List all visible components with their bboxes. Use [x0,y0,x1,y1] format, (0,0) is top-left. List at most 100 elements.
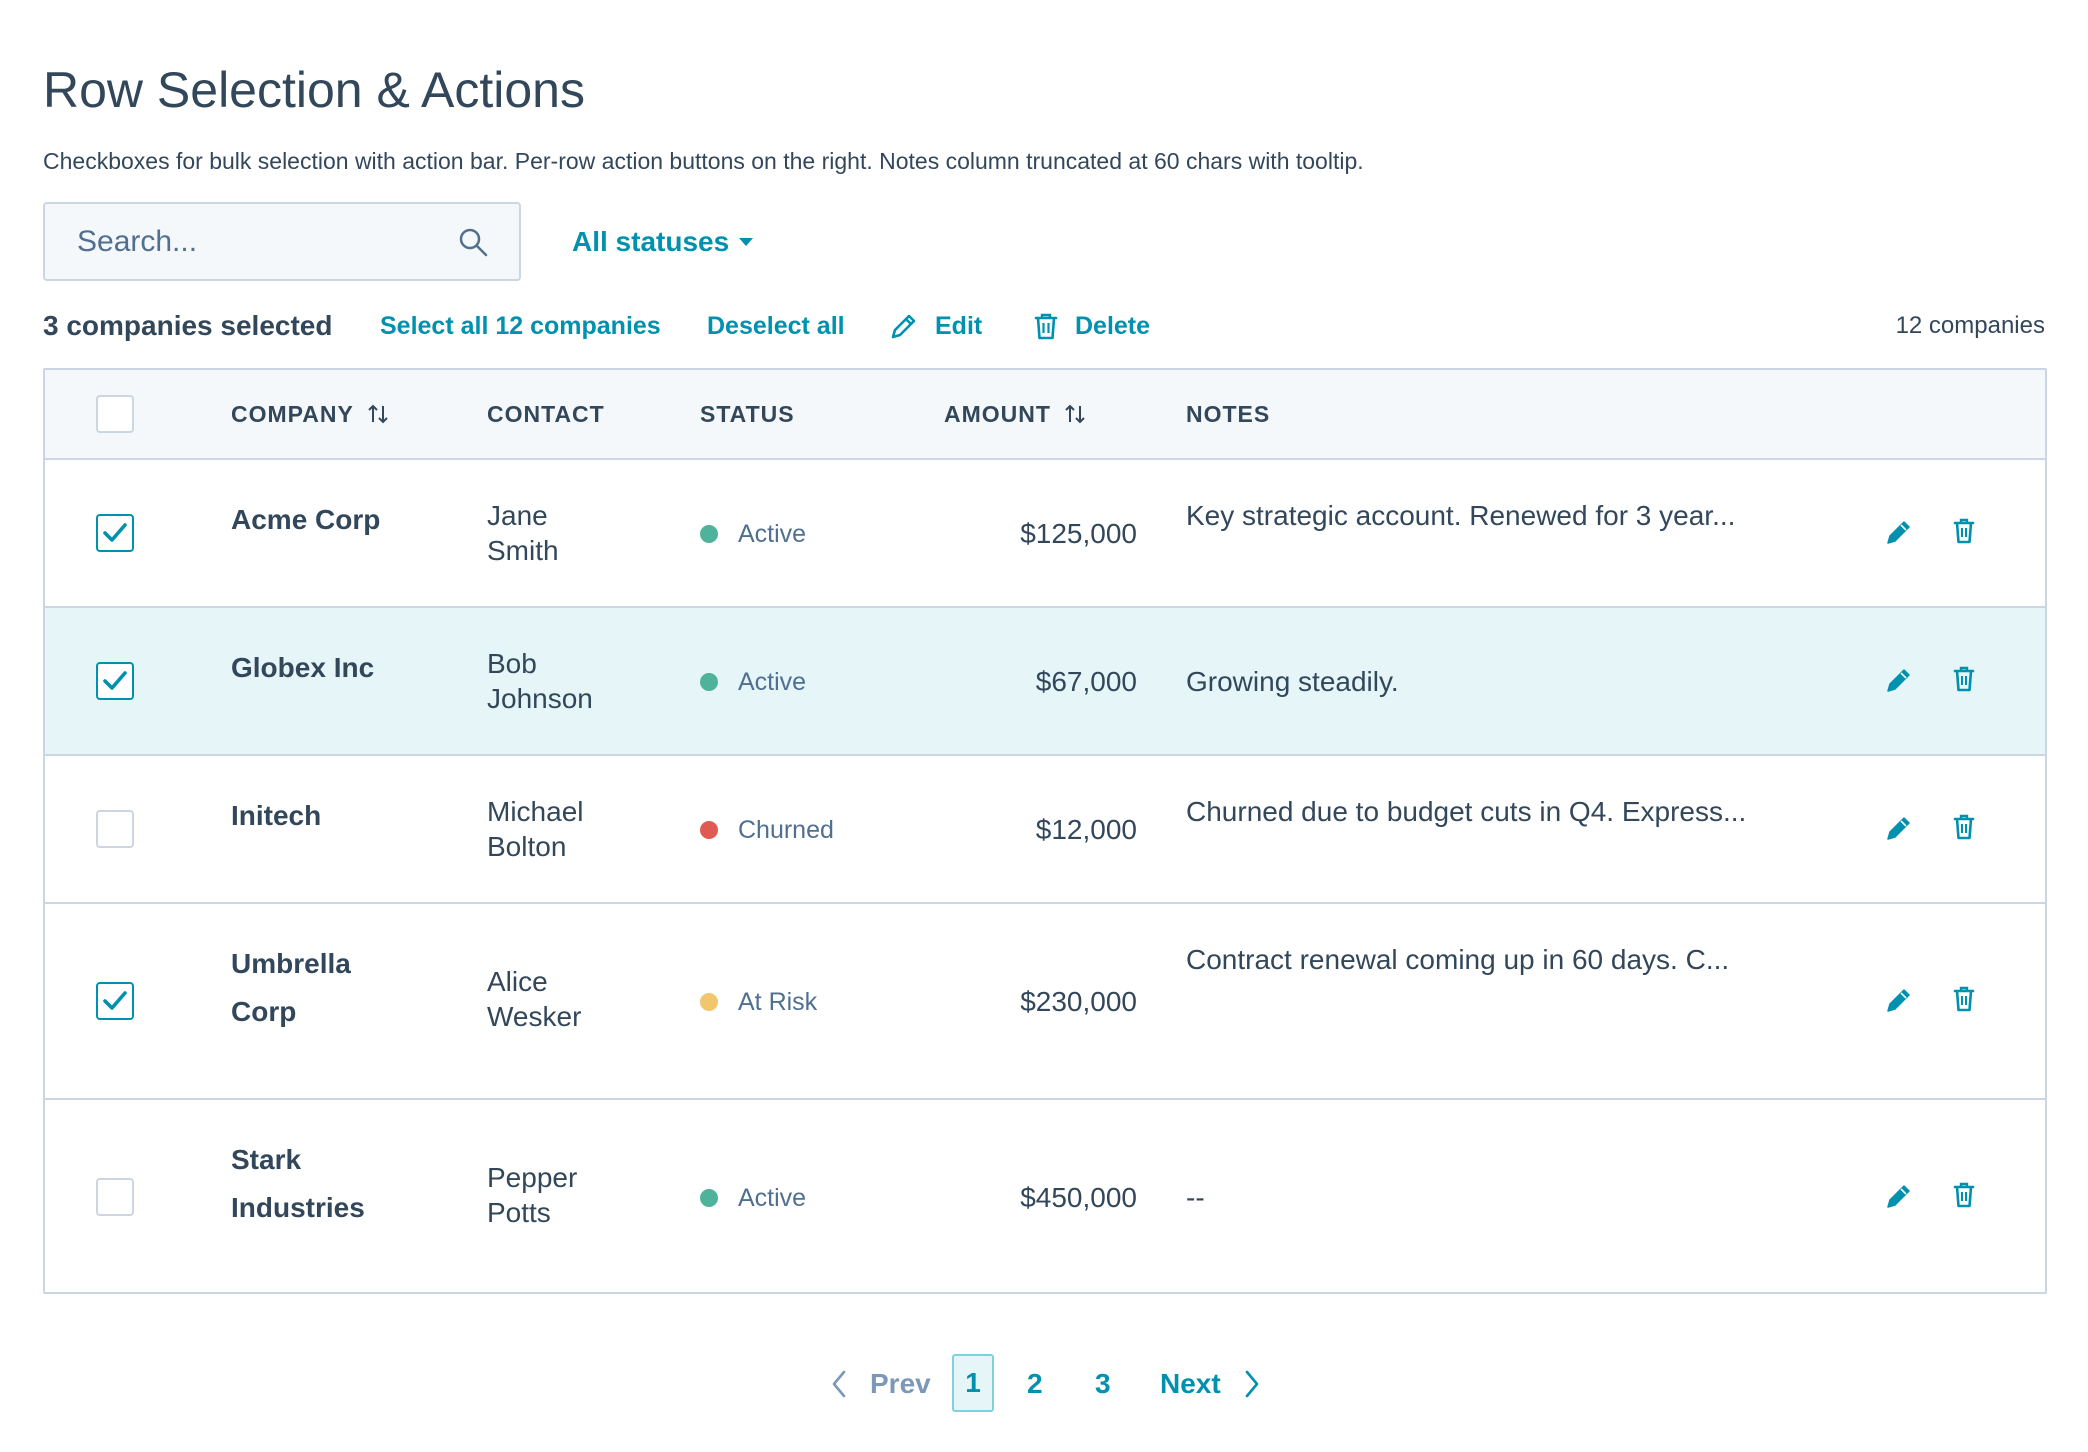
contact-name-line: Johnson [487,683,593,714]
amount-value: $67,000 [1035,666,1137,697]
company-name-line: Industries [231,1192,365,1223]
pencil-icon [1887,521,1910,544]
status-dot [700,993,718,1011]
contact-name-line: Potts [487,1197,551,1228]
page-button-2[interactable]: 2 [1027,1368,1043,1399]
bulk-delete-label: Delete [1075,312,1151,340]
row-delete-button[interactable] [1951,812,1983,844]
notes-text[interactable]: Churned due to budget cuts in Q4. Expres… [1186,796,1747,827]
column-header-amount-label: AMOUNT [944,401,1051,427]
contact-name-line: Alice [487,966,548,997]
row-edit-button[interactable] [1883,516,1915,548]
table-row: Initech Michael Bolton Churned $12,000 C… [45,756,2045,904]
contact-name: Bob Johnson [487,646,593,716]
select-all-button[interactable]: Select all 12 companies [380,312,661,340]
page-button-1[interactable]: 1 [952,1354,994,1412]
prev-page-button[interactable]: Prev [830,1354,931,1414]
company-name-line: Stark [231,1144,302,1175]
company-name: Stark Industries [231,1136,365,1232]
row-edit-button[interactable] [1883,664,1915,696]
company-name-line: Acme Corp [231,504,381,535]
notes-text[interactable]: Key strategic account. Renewed for 3 yea… [1186,500,1736,531]
status-badge: Active [700,1180,806,1216]
deselect-all-button[interactable]: Deselect all [707,312,845,340]
check-icon [103,991,127,1010]
contact-name-line: Pepper [487,1162,578,1193]
pencil-icon [1887,1185,1910,1208]
search-input[interactable] [45,204,445,279]
column-header-contact: CONTACT [487,401,605,427]
trash-icon [1953,1182,1975,1208]
column-header-company[interactable]: COMPANY [231,370,390,458]
column-header-status: STATUS [700,401,795,427]
row-delete-button[interactable] [1951,1180,1983,1212]
row-delete-button[interactable] [1951,984,1983,1016]
status-label: Active [738,668,807,696]
status-dot [700,525,718,543]
row-edit-button[interactable] [1883,812,1915,844]
chevron-left-icon [832,1370,846,1398]
contact-name: Jane Smith [487,498,559,568]
company-name-line: Corp [231,996,297,1027]
sort-arrows-icon [368,404,388,424]
status-badge: Active [700,664,806,700]
trash-icon [1034,313,1058,340]
column-header-amount[interactable]: AMOUNT [944,370,1087,458]
trash-icon [1953,666,1975,692]
amount-value: $125,000 [1020,518,1137,549]
contact-name-line: Jane [487,500,548,531]
bulk-edit-button[interactable]: Edit [889,306,982,346]
row-delete-button[interactable] [1951,664,1983,696]
amount-value: $450,000 [1020,1182,1137,1213]
pencil-icon [1887,669,1910,692]
caret-down-icon [739,238,754,246]
pencil-icon [891,314,916,339]
table-row: Globex Inc Bob Johnson Active $67,000 Gr… [45,608,2045,756]
row-delete-button[interactable] [1951,516,1983,548]
status-dot [700,821,718,839]
chevron-right-icon [1245,1370,1259,1398]
status-filter-dropdown[interactable]: All statuses [572,222,754,262]
companies-table: COMPANY CONTACT STATUS AMOUNT NOTES [43,368,2047,1294]
next-page-button[interactable]: Next [1142,1354,1261,1414]
trash-icon [1953,518,1975,544]
sort-arrows-icon [1065,404,1085,424]
trash-icon [1953,986,1975,1012]
row-checkbox[interactable] [96,662,134,700]
trash-icon [1953,814,1975,840]
row-edit-button[interactable] [1883,1180,1915,1212]
contact-name-line: Bob [487,648,537,679]
search-box [43,202,521,281]
page-title: Row Selection & Actions [43,62,585,118]
page-subtitle: Checkboxes for bulk selection with actio… [43,148,1364,174]
pencil-icon [1887,817,1910,840]
page-button-3[interactable]: 3 [1095,1368,1111,1399]
status-label: At Risk [738,988,818,1016]
company-name: Initech [231,792,321,840]
status-filter-label: All statuses [572,226,730,257]
row-checkbox[interactable] [96,982,134,1020]
notes-text[interactable]: Growing steadily. [1186,666,1399,697]
row-edit-button[interactable] [1883,984,1915,1016]
company-name: Umbrella Corp [231,940,351,1036]
row-checkbox[interactable] [96,810,134,848]
pagination: Prev 1 2 3 Next [820,1354,1280,1414]
company-name: Globex Inc [231,644,374,692]
row-checkbox[interactable] [96,514,134,552]
select-all-checkbox[interactable] [96,395,134,433]
notes-text[interactable]: Contract renewal coming up in 60 days. C… [1186,944,1730,975]
selection-count: 3 companies selected [43,310,333,341]
amount-value: $12,000 [1035,814,1137,845]
row-checkbox[interactable] [96,1178,134,1216]
contact-name-line: Bolton [487,831,567,862]
search-icon[interactable] [457,226,489,258]
company-name: Acme Corp [231,496,380,544]
status-badge: Active [700,516,806,552]
bulk-delete-button[interactable]: Delete [1033,306,1150,346]
total-count: 12 companies [1895,312,2045,339]
bulk-action-bar: 3 companies selected Select all 12 compa… [43,306,2045,346]
status-label: Active [738,1184,807,1212]
contact-name-line: Michael [487,796,584,827]
column-header-company-label: COMPANY [231,401,354,427]
